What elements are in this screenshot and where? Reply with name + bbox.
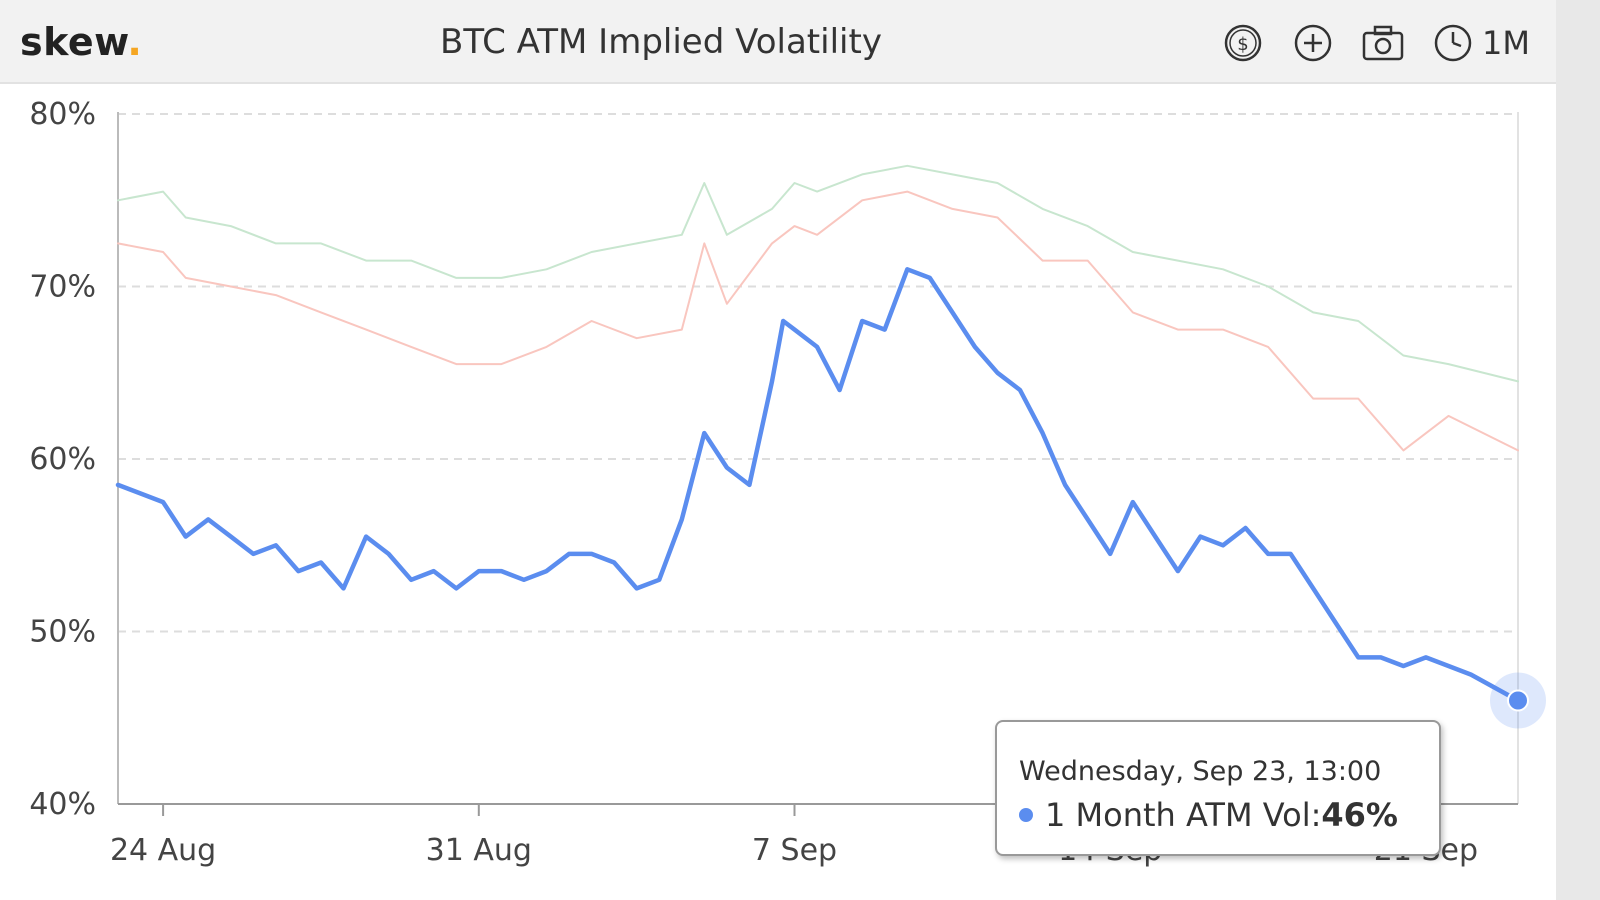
series-layer [115, 164, 1521, 703]
dollar-icon[interactable]: $ [1220, 20, 1266, 66]
brand-logo[interactable]: skew. [20, 20, 142, 64]
plus-circle-icon[interactable] [1290, 20, 1336, 66]
y-tick-label: 80% [29, 97, 96, 132]
y-tick-label: 60% [29, 442, 96, 477]
clock-icon[interactable] [1430, 20, 1476, 66]
highlight-point [1507, 689, 1529, 712]
series-line-three-month [117, 190, 1519, 452]
y-tick-label: 50% [29, 615, 96, 650]
window-edge [1556, 0, 1600, 900]
camera-icon[interactable] [1360, 20, 1406, 66]
tooltip-value: 46% [1321, 796, 1398, 834]
chart-header: skew. BTC ATM Implied Volatility $ [0, 0, 1556, 84]
chart-title: BTC ATM Implied Volatility [440, 22, 882, 62]
series-line-six-month [117, 164, 1519, 383]
chart-toolbar: $ 1M [1196, 18, 1530, 68]
grid-layer [118, 113, 1518, 633]
tooltip-row: 1 Month ATM Vol: 46% [1019, 796, 1398, 834]
brand-dot: . [127, 20, 143, 64]
tooltip-date: Wednesday, Sep 23, 13:00 [1019, 756, 1382, 787]
tooltip-series-dot [1019, 808, 1033, 822]
x-tick-label: 31 Aug [426, 833, 532, 868]
x-tick-label: 7 Sep [752, 833, 837, 868]
marker-layer [1490, 672, 1546, 729]
chart-tooltip: Wednesday, Sep 23, 13:00 1 Month ATM Vol… [995, 720, 1441, 856]
brand-name: skew [20, 20, 128, 64]
time-range-selector[interactable]: 1M [1482, 24, 1530, 62]
series-line-one-month [115, 267, 1521, 703]
y-tick-label: 70% [29, 270, 96, 305]
svg-text:$: $ [1237, 34, 1248, 55]
x-tick-label: 24 Aug [110, 833, 216, 868]
y-tick-label: 40% [29, 787, 96, 822]
tooltip-series-label: 1 Month ATM Vol: [1045, 796, 1322, 834]
